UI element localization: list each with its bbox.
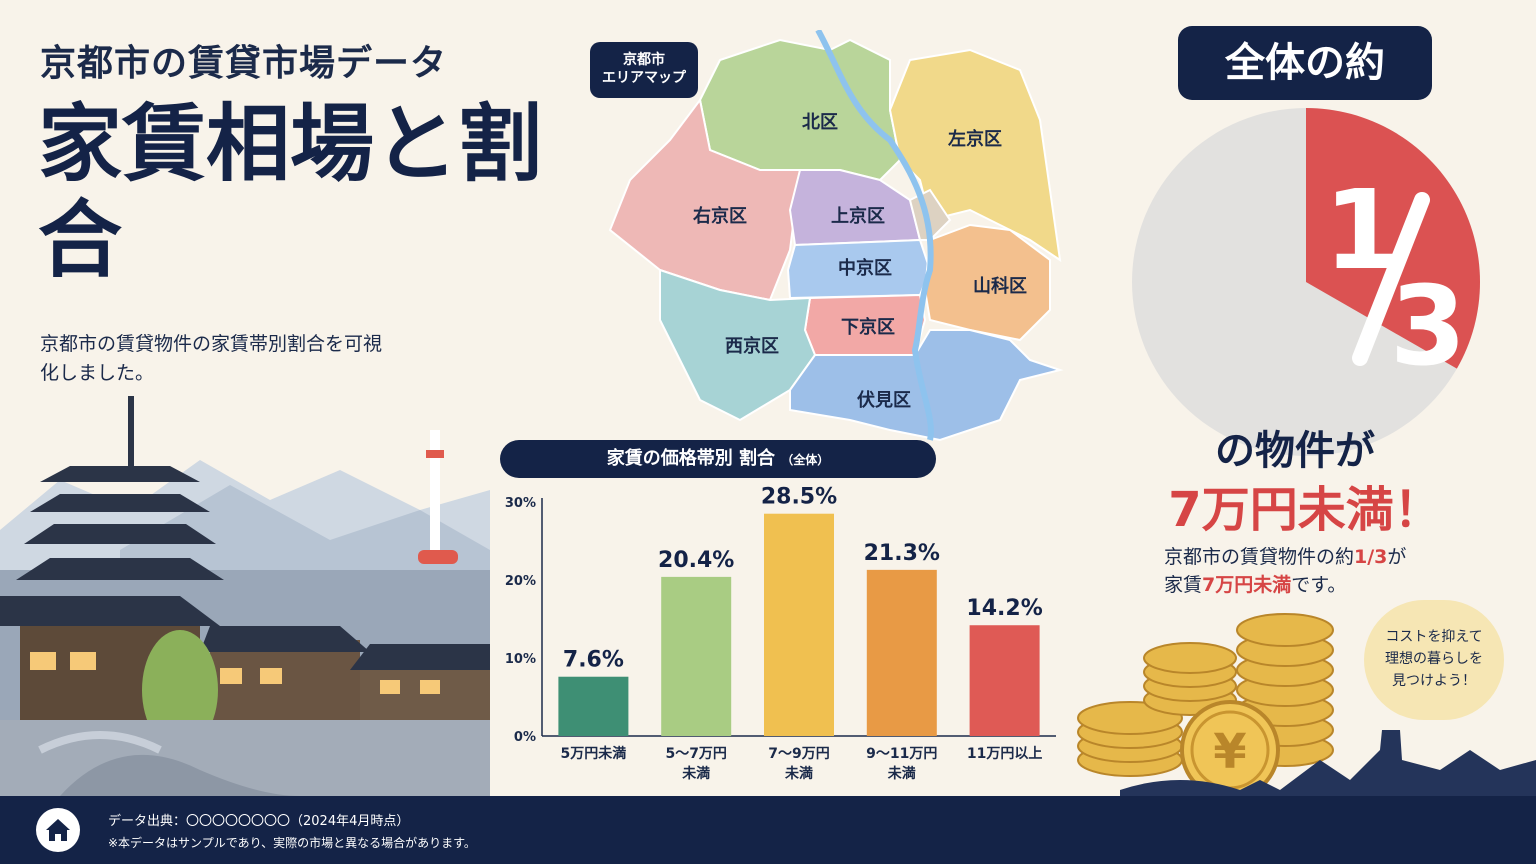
bar-value-label: 21.3% [864,541,940,566]
chart-title: 家賃の価格帯別 割合 （全体） [500,440,936,478]
kamo-river [815,30,934,441]
x-tick-label: 未満 [785,765,813,782]
approx-badge: 全体の約 [1178,26,1432,100]
summary-fraction: 1/3 [1354,546,1388,568]
bar-value-label: 20.4% [658,548,734,573]
bar [969,625,1040,736]
under-70k-text: 7万円未満！ [1168,482,1442,538]
map-tag: 京都市 エリアマップ [590,42,698,98]
bar [661,576,732,736]
fraction-slash [1352,192,1430,366]
page-description: 京都市の賃貸物件の家賃帯別割合を可視化しました。 [40,333,383,384]
map-label-sakyo: 左京区 [948,128,1002,150]
map-label-kita: 北区 [802,112,838,133]
chart-title-text: 家賃の価格帯別 割合 [606,448,775,469]
bar-value-label: 28.5% [761,485,837,510]
map-label-ukyo: 右京区 [693,205,747,227]
x-tick-label: 未満 [888,765,916,782]
rent-bar-chart: 0% 10% 20% 30% 7.6% 5万円未満 20.4% 5～7万円未満 28.5% 7～9… [505,485,1056,782]
ward-yamashina [923,223,1051,342]
page-subtitle: 京都市の賃貸市場データ [40,43,448,84]
city-silhouette [1120,730,1536,800]
kyoto-area-map: 北区 左京区 右京区 上京区 中京区 山科区 下京区 西京区 伏見区 [608,30,1064,442]
y-tick-label: 10% [505,652,536,667]
bar-value-label: 14.2% [966,596,1042,621]
x-tick-label: 9～11万円 [866,746,937,762]
summary-prefix: 京都市の賃貸物件の約 [1164,546,1355,568]
ward-fushimi [789,329,1064,442]
map-label-kamigyo: 上京区 [831,205,885,227]
map-label-fushimi: 伏見区 [857,389,911,411]
svg-text:¥: ¥ [1213,724,1246,780]
x-tick-label: 未満 [682,765,710,782]
x-tick-label: 11万円以上 [967,746,1042,762]
page-title: 家賃相場と割合 [38,95,543,289]
summary-line2-suffix: です。 [1291,574,1347,596]
x-tick-label: 5～7万円 [665,746,726,762]
data-source: データ出典：〇〇〇〇〇〇〇〇（2024年4月時点） [108,814,410,829]
share-pie-chart [1132,108,1480,456]
x-tick-label: 5万円未満 [561,745,627,762]
properties-text: の物件が [1215,428,1375,474]
coin-stack-icon: ¥ [1077,613,1334,800]
map-label-yamashina: 山科区 [973,275,1027,297]
footer-bar [0,796,1536,864]
speech-bubble: コストを抑えて 理想の暮らしを 見つけよう！ [1364,600,1504,720]
x-tick-label: 7～9万円 [768,746,829,762]
summary-mid: が [1387,546,1407,568]
bar [558,676,629,736]
summary-line2-bold: 7万円未満 [1202,574,1292,596]
summary-note: 京都市の賃貸物件の約1/3が 家賃7万円未満です。 [1164,543,1484,599]
bar-value-label: 7.6% [563,648,624,673]
map-label-shimogyo: 下京区 [841,316,895,338]
map-label-nakagyo: 中京区 [838,257,892,279]
y-tick-label: 0% [514,730,536,745]
y-tick-label: 30% [505,496,536,511]
kyoto-scenery-illustration [0,396,490,796]
bar [764,513,834,736]
bar [866,569,937,736]
summary-line2-prefix: 家賃 [1164,574,1203,596]
chart-title-note: （全体） [781,453,830,467]
pie-slice-highlight [1306,108,1480,369]
fraction-one-third: 1 3 [1324,176,1467,376]
y-tick-label: 20% [505,574,536,589]
home-icon[interactable] [36,808,80,852]
fraction-denominator: 3 [1390,262,1467,376]
map-label-nishikyo: 西京区 [725,335,779,357]
disclaimer: ※本データはサンプルであり、実際の市場と異なる場合があります。 [108,836,476,850]
